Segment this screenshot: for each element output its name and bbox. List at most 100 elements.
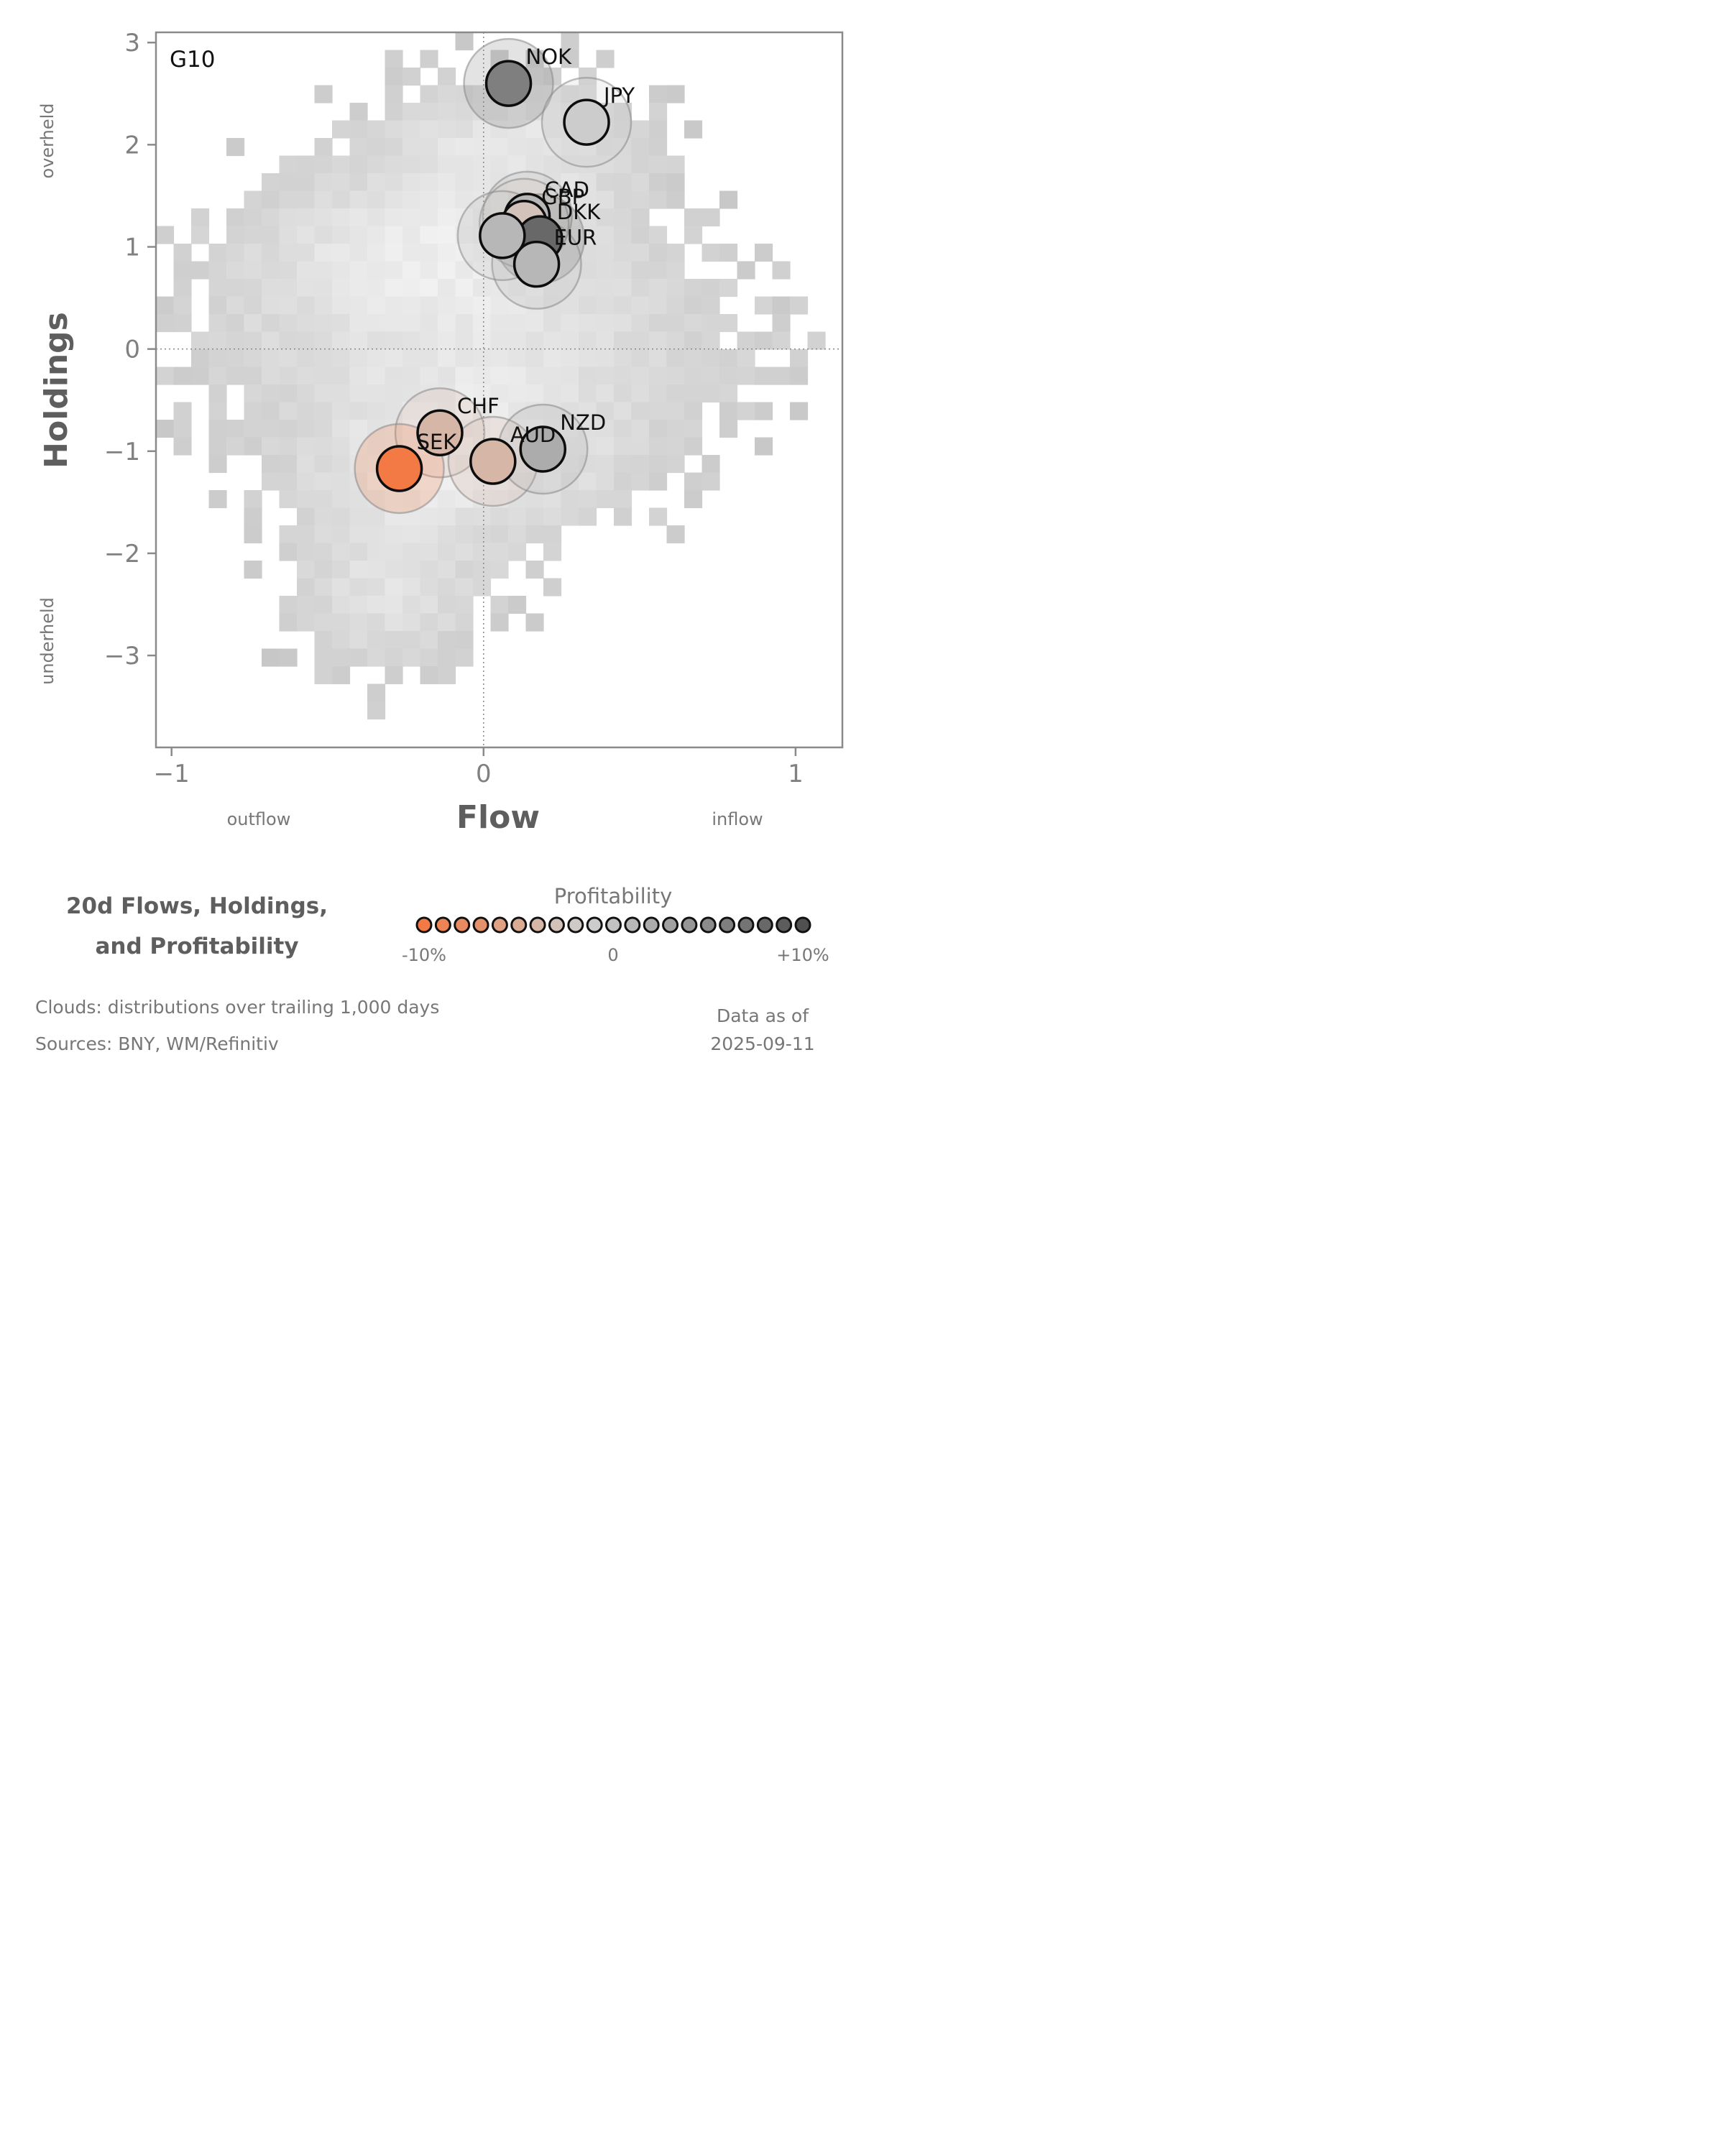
cloud-cell bbox=[438, 85, 456, 103]
cloud-cell bbox=[579, 472, 597, 491]
cloud-cell bbox=[385, 50, 403, 68]
marker-sek bbox=[375, 445, 423, 492]
label-jpy: JPY bbox=[602, 83, 635, 108]
cloud-cell bbox=[438, 331, 456, 350]
cloud-cell bbox=[262, 402, 280, 420]
cloud-cell bbox=[226, 367, 245, 385]
cloud-cell bbox=[579, 68, 597, 86]
cloud-cell bbox=[262, 296, 280, 315]
distribution-cloud bbox=[156, 32, 826, 720]
cloud-cell bbox=[385, 596, 403, 614]
cloud-cell bbox=[297, 613, 316, 632]
cloud-cell bbox=[420, 103, 438, 121]
cloud-cell bbox=[596, 437, 615, 456]
cloud-cell bbox=[314, 244, 333, 262]
cloud-cell bbox=[631, 331, 650, 350]
cloud-cell bbox=[385, 402, 403, 420]
cloud-cell bbox=[208, 455, 227, 474]
cloud-cell bbox=[297, 331, 316, 350]
cloud-cell bbox=[332, 296, 351, 315]
cloud-cell bbox=[438, 631, 456, 650]
cloud-cell bbox=[297, 420, 316, 438]
cloud-cell bbox=[579, 490, 597, 509]
cloud-cell bbox=[332, 261, 351, 280]
cloud-cell bbox=[367, 155, 386, 174]
cloud-cell bbox=[455, 32, 474, 51]
cloud-cell bbox=[332, 472, 351, 491]
cloud-cell bbox=[666, 402, 685, 420]
cloud-cell bbox=[631, 420, 650, 438]
cloud-cell bbox=[719, 314, 738, 333]
cloud-cell bbox=[719, 279, 738, 298]
cloud-cell bbox=[438, 68, 456, 86]
cloud-cell bbox=[614, 261, 632, 280]
cloud-cell bbox=[208, 437, 227, 456]
cloud-cell bbox=[438, 648, 456, 667]
cloud-cell bbox=[684, 296, 703, 315]
cloud-cell bbox=[262, 190, 280, 209]
cloud-cell bbox=[614, 384, 632, 403]
cloud-cell bbox=[226, 314, 245, 333]
legend-swatch bbox=[472, 916, 489, 934]
cloud-cell bbox=[807, 331, 826, 350]
cloud-cell bbox=[279, 173, 298, 192]
cloud-cell bbox=[455, 155, 474, 174]
cloud-cell bbox=[279, 472, 298, 491]
cloud-cell bbox=[420, 561, 438, 579]
y-tick-label: 3 bbox=[124, 29, 140, 57]
marker-chf bbox=[416, 409, 464, 456]
cloud-cell bbox=[420, 331, 438, 350]
cloud-cell bbox=[279, 244, 298, 262]
cloud-cell bbox=[455, 349, 474, 368]
cloud-cell bbox=[596, 455, 615, 474]
cloud-cell bbox=[490, 190, 509, 209]
cloud-cell bbox=[262, 455, 280, 474]
y-tick-label: 0 bbox=[124, 336, 140, 364]
cloud-cell bbox=[279, 349, 298, 368]
y-side-label-overheld: overheld bbox=[37, 103, 58, 179]
cloud-cell bbox=[314, 420, 333, 438]
cloud-cell bbox=[402, 261, 421, 280]
cloud-cell bbox=[508, 138, 527, 157]
marker-jpy bbox=[563, 98, 610, 146]
cloud-cell bbox=[279, 331, 298, 350]
cloud-cell bbox=[525, 314, 544, 333]
cloud-cell bbox=[349, 120, 368, 139]
cloud-cell bbox=[631, 437, 650, 456]
cloud-cell bbox=[596, 472, 615, 491]
cloud-cell bbox=[173, 420, 192, 438]
cloud-cell bbox=[455, 596, 474, 614]
cloud-cell bbox=[332, 525, 351, 544]
chart-title-line1: 20d Flows, Holdings, bbox=[66, 893, 328, 919]
marker-aud bbox=[469, 438, 517, 485]
cloud-cell bbox=[755, 437, 773, 456]
cloud-cell bbox=[402, 349, 421, 368]
cloud-cell bbox=[367, 525, 386, 544]
cloud-cell bbox=[173, 437, 192, 456]
cloud-cell bbox=[490, 561, 509, 579]
cloud-cell bbox=[684, 279, 703, 298]
cloud-cell bbox=[649, 314, 668, 333]
cloud-cell bbox=[438, 120, 456, 139]
cloud-cell bbox=[279, 190, 298, 209]
cloud-cell bbox=[332, 507, 351, 526]
cloud-cell bbox=[508, 543, 527, 561]
cloud-cell bbox=[244, 296, 262, 315]
cloud-cell bbox=[438, 208, 456, 227]
cloud-cell bbox=[438, 525, 456, 544]
cloud-cell bbox=[349, 543, 368, 561]
cloud-cell bbox=[666, 331, 685, 350]
cloud-cell bbox=[349, 596, 368, 614]
cloud-cell bbox=[279, 155, 298, 174]
cloud-cell bbox=[402, 631, 421, 650]
cloud-cell bbox=[279, 208, 298, 227]
cloud-cell bbox=[790, 402, 809, 420]
cloud-cell bbox=[314, 507, 333, 526]
legend-swatch bbox=[699, 916, 717, 934]
cloud-cell bbox=[561, 384, 579, 403]
cloud-cell bbox=[614, 155, 632, 174]
cloud-cell bbox=[420, 367, 438, 385]
cloud-cell bbox=[649, 120, 668, 139]
cloud-cell bbox=[297, 525, 316, 544]
legend-swatch bbox=[415, 916, 433, 934]
